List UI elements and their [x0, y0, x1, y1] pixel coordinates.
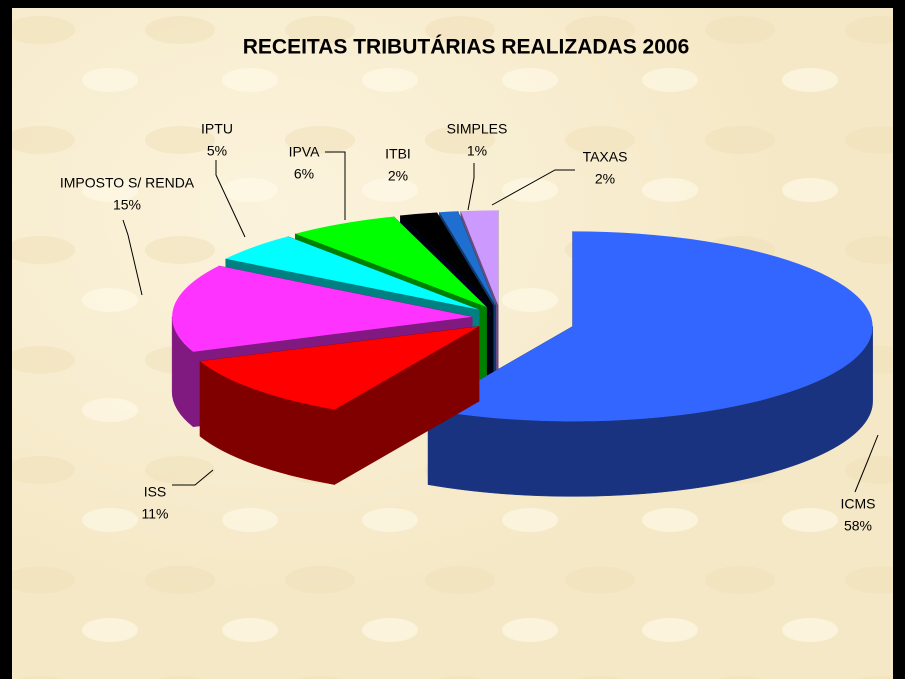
value-label: 1%: [467, 143, 487, 159]
slice: [225, 236, 479, 310]
leader-line: [854, 434, 879, 493]
slice: [295, 216, 487, 307]
value-label: 5%: [207, 143, 227, 159]
pie: [171, 210, 873, 497]
leader-line: [122, 219, 143, 296]
leader-line: [172, 469, 214, 486]
value-label: 58%: [844, 518, 872, 534]
leader-line: [467, 163, 475, 211]
category-label: SIMPLES: [447, 121, 508, 137]
category-label: IPVA: [289, 144, 321, 160]
leader-line: [325, 151, 346, 220]
value-label: 15%: [113, 197, 141, 213]
slice: [460, 210, 499, 306]
value-label: 6%: [294, 166, 314, 182]
slice-wall: [199, 360, 335, 485]
value-label: 11%: [142, 506, 169, 522]
category-label: IPTU: [201, 121, 233, 137]
category-label: ITBI: [385, 146, 411, 162]
slice: [428, 231, 873, 422]
category-label: TAXAS: [583, 149, 628, 165]
slice: [200, 326, 479, 410]
value-label: 2%: [388, 168, 408, 184]
slice: [400, 212, 494, 306]
slice: [172, 265, 473, 352]
category-label: ICMS: [841, 496, 876, 512]
leader-line: [215, 160, 246, 238]
category-label: IMPOSTO S/ RENDA: [60, 175, 195, 191]
slice: [439, 211, 496, 306]
chart-title: RECEITAS TRIBUTÁRIAS REALIZADAS 2006: [243, 36, 690, 59]
labels: ICMS 58% ISS 11% IMPOSTO S/ RENDA 15% IPTU 5% IP…: [60, 121, 879, 534]
leader-line: [491, 169, 575, 206]
category-label: ISS: [144, 484, 167, 500]
value-label: 2%: [595, 171, 615, 187]
